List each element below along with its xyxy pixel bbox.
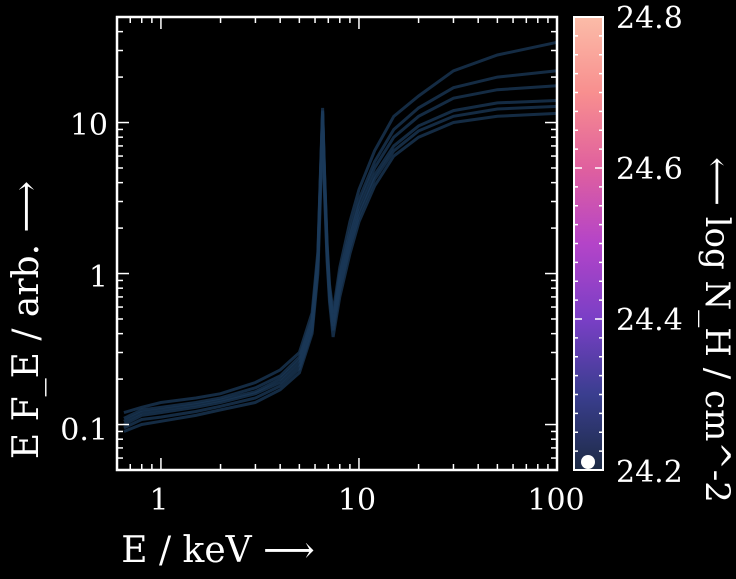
series-line-4 [123,40,558,415]
colorbar-tick-label-24.6: 24.6 [616,152,683,187]
colorbar-marker [581,455,595,469]
x-axis-label: E / keV ⟶ [121,530,314,571]
colorbar-tick-label-24.4: 24.4 [616,303,683,338]
colorbar-tick-label-24.2: 24.2 [616,455,683,490]
series-line-6 [123,84,558,423]
colorbar [574,17,603,470]
y-tick-label-0.1: 0.1 [60,413,108,448]
x-tick-label-100: 100 [527,483,584,518]
colorbar-label: ⟵ log N_H / cm^-2 [697,157,736,503]
series-line-3 [123,69,558,420]
plot-frame [115,15,559,472]
colorbar-tick-label-24.8: 24.8 [616,1,683,36]
axis-ticks [116,16,558,471]
y-axis-label: E F_E / arb. ⟶ [6,181,47,459]
y-tick-label-10: 10 [70,108,108,143]
x-tick-label-1: 1 [149,483,168,518]
colorbar-ticks [574,16,603,471]
x-tick-label-10: 10 [338,483,376,518]
y-tick-label-1: 1 [89,260,108,295]
series-lines [123,40,558,433]
